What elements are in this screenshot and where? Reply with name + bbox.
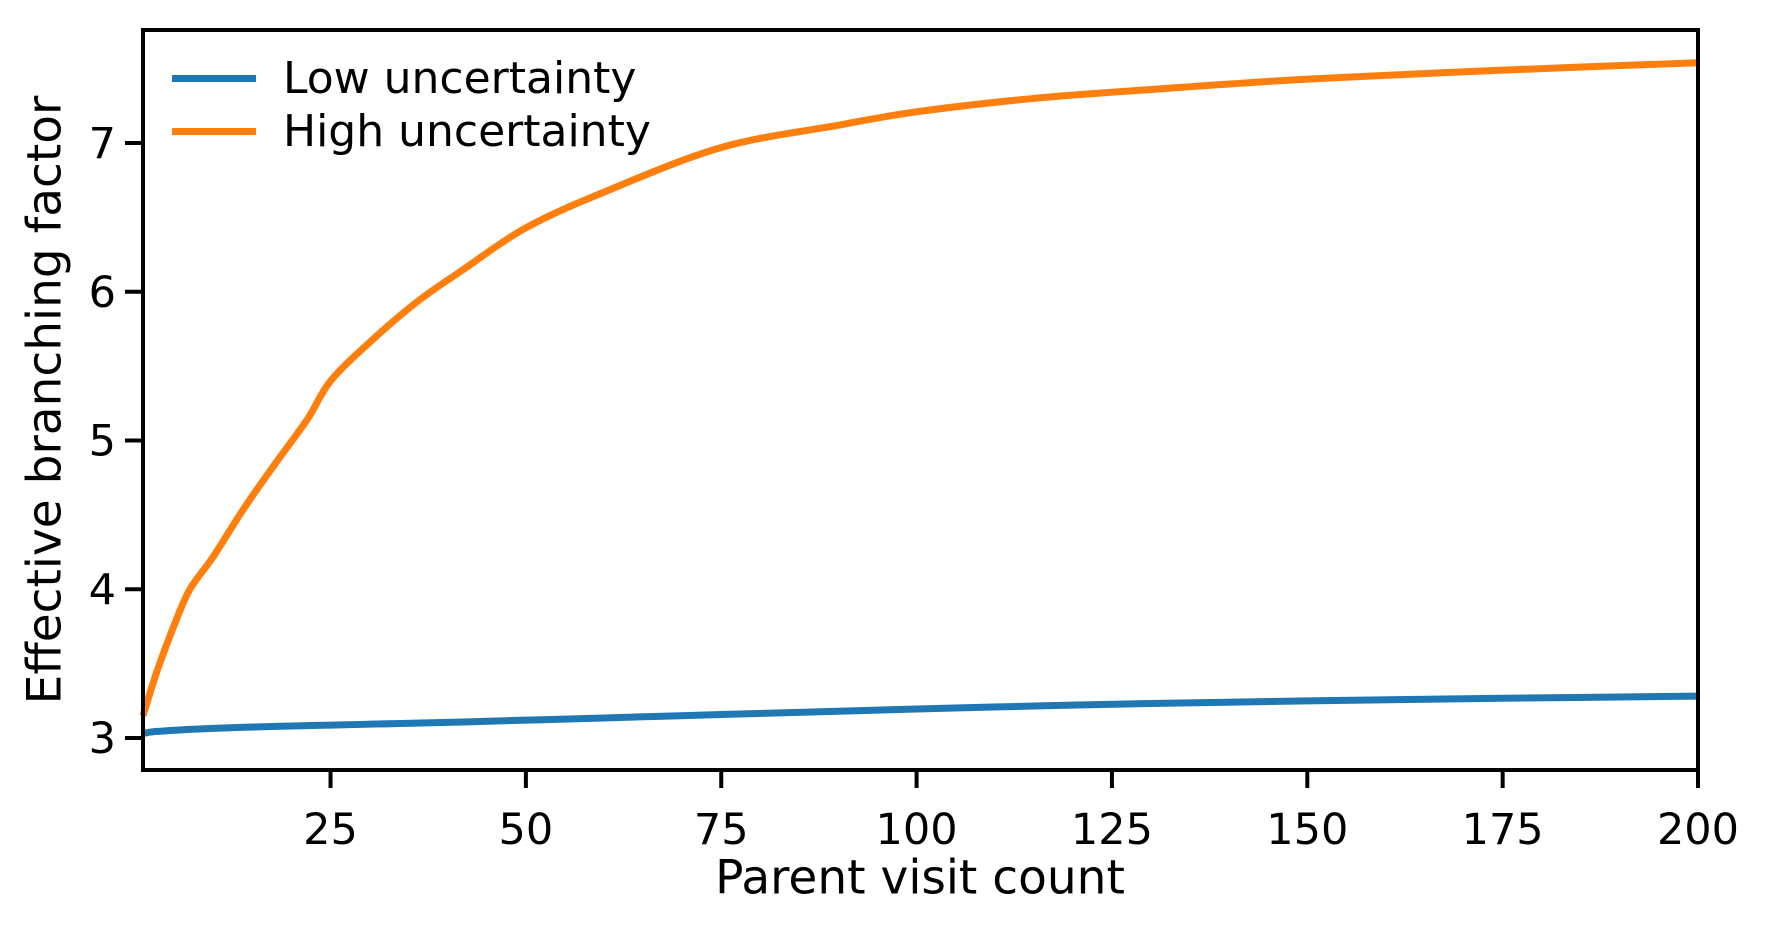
x-tick-label: 25 [303, 805, 358, 855]
x-tick-label: 175 [1462, 805, 1544, 855]
line-low-uncertainty [142, 692, 1699, 737]
line-high-uncertainty [139, 59, 1699, 717]
x-axis-label: Parent visit count [715, 850, 1125, 906]
y-tick-label: 3 [89, 714, 116, 764]
y-tick-label: 4 [89, 565, 116, 615]
legend-line-swatch-high [172, 128, 256, 135]
x-tick-label: 150 [1266, 805, 1348, 855]
legend: Low uncertainty High uncertainty [172, 52, 651, 158]
y-tick-label: 5 [89, 417, 116, 467]
legend-item-low-uncertainty: Low uncertainty [172, 52, 651, 105]
legend-label-high: High uncertainty [283, 106, 651, 157]
y-tick-label: 6 [89, 268, 116, 318]
legend-item-high-uncertainty: High uncertainty [172, 105, 651, 158]
x-tick-label: 50 [499, 805, 554, 855]
y-tick-label: 7 [89, 119, 116, 169]
legend-line-swatch-low [172, 75, 256, 82]
x-tick-label: 100 [876, 805, 958, 855]
y-axis-label: Effective branching factor [17, 95, 73, 705]
plot-border [141, 28, 1700, 772]
x-tick-label: 75 [694, 805, 749, 855]
legend-label-low: Low uncertainty [283, 53, 637, 104]
x-tick-label: 125 [1071, 805, 1153, 855]
x-tick-label: 200 [1657, 805, 1739, 855]
